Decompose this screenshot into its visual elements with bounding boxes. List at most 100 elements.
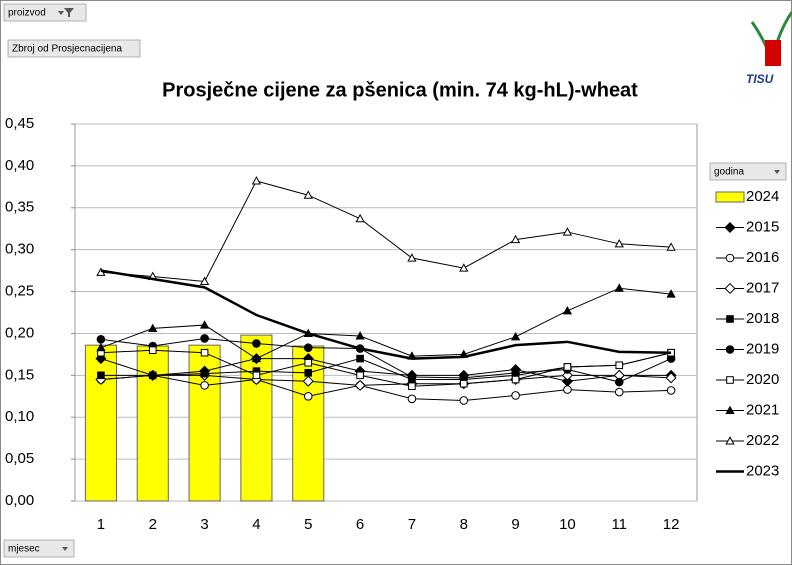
x-tick-label: 9 <box>511 516 519 533</box>
legend-field-button[interactable] <box>709 162 787 181</box>
y-tick-label: 0,05 <box>5 450 34 467</box>
logo-text: TISU <box>746 72 774 86</box>
data-field-button[interactable] <box>7 39 141 58</box>
point <box>511 368 520 378</box>
x-tick-label: 4 <box>252 516 260 533</box>
legend-label: 2020 <box>746 371 779 388</box>
point <box>303 391 313 401</box>
legend-marker <box>725 345 735 354</box>
point <box>199 320 210 329</box>
point <box>510 234 521 244</box>
x-tick-label: 5 <box>304 516 312 533</box>
chart-title: Prosječne cijene za pšenica (min. 74 kg-… <box>162 79 638 101</box>
point <box>96 342 106 352</box>
bar <box>136 345 169 502</box>
point <box>200 334 209 343</box>
x-tick-label: 6 <box>356 516 364 533</box>
legend-label: 2022 <box>746 432 779 449</box>
data-field-label: Zbroj od Prosjecnacijena <box>12 44 122 55</box>
x-tick-label: 2 <box>149 516 157 533</box>
point <box>355 331 365 340</box>
filter-icon <box>58 8 74 17</box>
point <box>200 381 209 390</box>
axis-field-label: mjesec <box>8 544 40 555</box>
x-tick-label: 12 <box>663 516 680 533</box>
point <box>251 353 262 363</box>
point <box>96 335 106 344</box>
point <box>148 346 157 354</box>
point <box>614 377 624 387</box>
point <box>666 386 676 395</box>
y-tick-label: 0,15 <box>5 366 34 383</box>
point <box>97 371 105 380</box>
legend-label: 2024 <box>746 188 779 205</box>
point <box>199 276 210 286</box>
point <box>252 339 261 348</box>
point <box>407 372 417 382</box>
point <box>251 176 262 185</box>
point <box>408 382 416 391</box>
legend-label: 2021 <box>746 401 779 418</box>
point <box>510 331 521 341</box>
point <box>200 369 209 378</box>
point <box>459 379 468 388</box>
bar <box>240 334 273 502</box>
x-tick-label: 7 <box>408 516 416 533</box>
x-tick-label: 11 <box>611 516 627 533</box>
y-tick-label: 0,10 <box>5 408 34 425</box>
dropdown-icon <box>62 547 68 551</box>
line <box>100 374 672 401</box>
point <box>304 358 313 367</box>
legend-marker <box>726 315 734 323</box>
point <box>407 253 417 262</box>
legend-marker <box>725 405 735 415</box>
legend-marker <box>724 221 736 234</box>
point <box>562 305 573 315</box>
axis-field-button[interactable] <box>3 539 75 558</box>
legend-label: 2016 <box>746 249 779 266</box>
logo: TISU <box>746 11 792 86</box>
plot-area <box>74 123 698 502</box>
point <box>615 361 624 370</box>
point <box>563 385 572 394</box>
legend-field-label: godina <box>714 167 744 178</box>
point <box>302 375 314 387</box>
point <box>459 396 469 405</box>
point <box>459 263 469 272</box>
legend-label: 2018 <box>746 310 779 327</box>
point <box>356 371 364 380</box>
legend-marker <box>725 253 735 263</box>
point <box>355 213 365 223</box>
point <box>148 323 158 332</box>
point <box>614 387 624 397</box>
x-tick-label: 1 <box>97 516 105 533</box>
y-tick-label: 0,00 <box>5 492 34 509</box>
legend-label: 2015 <box>746 218 779 235</box>
y-tick-label: 0,20 <box>5 324 34 341</box>
point <box>563 363 572 371</box>
legend-marker <box>726 376 734 384</box>
line <box>100 358 672 382</box>
legend-label: 2019 <box>746 340 779 357</box>
line <box>100 287 672 360</box>
point <box>665 372 677 384</box>
line <box>100 180 672 283</box>
point <box>95 353 107 365</box>
line <box>100 349 672 387</box>
y-tick-label: 0,45 <box>5 115 34 132</box>
point <box>511 391 520 400</box>
filter-label: proizvod <box>8 8 46 19</box>
bar <box>84 344 117 502</box>
x-tick-label: 8 <box>460 516 468 533</box>
point <box>407 394 417 404</box>
x-tick-label: 10 <box>559 516 576 533</box>
point <box>303 343 313 352</box>
legend-marker <box>725 436 735 445</box>
y-tick-label: 0,25 <box>5 283 34 300</box>
x-tick-label: 3 <box>200 516 208 533</box>
point <box>614 283 624 292</box>
y-tick-label: 0,40 <box>5 157 34 174</box>
point <box>354 379 366 391</box>
point <box>511 375 520 384</box>
legend-label: 2017 <box>746 279 779 296</box>
